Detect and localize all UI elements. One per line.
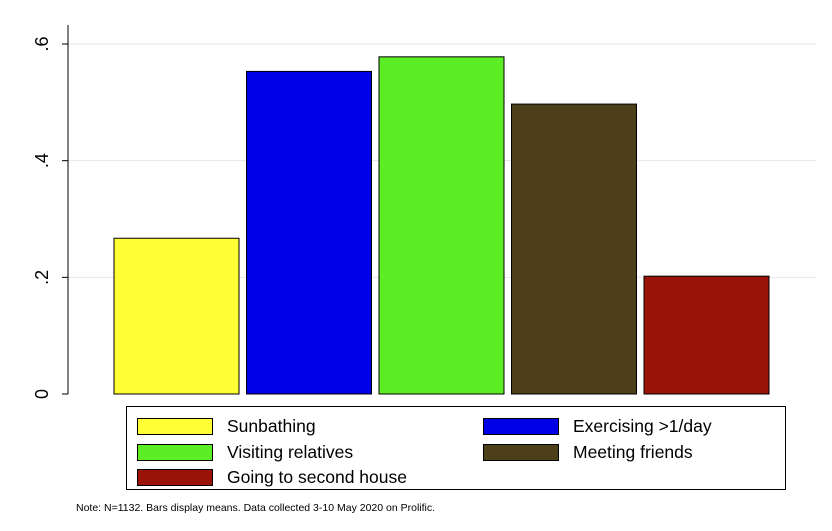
bars [113,56,770,395]
legend-item-sunbathing: Sunbathing [137,416,316,437]
bar [511,103,637,395]
chart-note: Note: N=1132. Bars display means. Data c… [76,502,436,514]
bar [246,70,372,395]
legend-swatch-visiting-relatives [137,444,213,461]
legend-label-sunbathing: Sunbathing [227,416,316,436]
y-tick-label: .6 [32,36,52,51]
legend-label-second-house: Going to second house [227,467,407,487]
legend-label-meeting-friends: Meeting friends [573,442,693,462]
legend-item-meeting-friends: Meeting friends [483,442,693,463]
legend-swatch-sunbathing [137,418,213,435]
legend: Sunbathing Exercising >1/day Visiting re… [126,406,786,490]
y-tick-label: 0 [32,389,52,399]
legend-item-exercising: Exercising >1/day [483,416,712,437]
legend-swatch-exercising [483,418,559,435]
y-tick-label: .2 [32,270,52,285]
bar [643,275,770,395]
bar [378,56,505,395]
y-tick-label: .4 [32,153,52,168]
y-axis: 0 .2 .4 .6 [32,36,68,399]
legend-label-exercising: Exercising >1/day [573,416,712,436]
legend-swatch-meeting-friends [483,444,559,461]
legend-label-visiting-relatives: Visiting relatives [227,442,354,462]
legend-item-visiting-relatives: Visiting relatives [137,442,353,463]
legend-swatch-second-house [137,469,213,486]
legend-item-second-house: Going to second house [137,467,407,488]
bar [113,237,240,395]
bar-chart: 0 .2 .4 .6 [32,25,816,399]
